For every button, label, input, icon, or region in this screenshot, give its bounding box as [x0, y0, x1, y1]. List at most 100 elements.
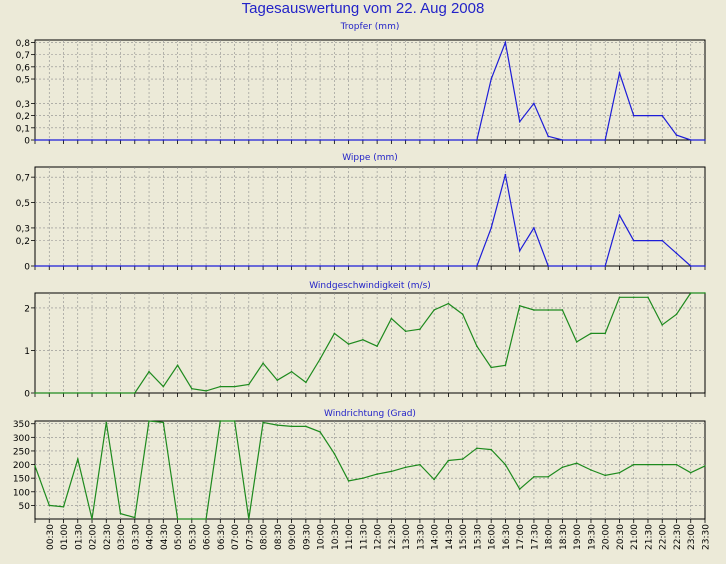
- data-point: [333, 265, 336, 267]
- y-tick-label: 50: [19, 502, 31, 512]
- panel-title: Wippe (mm): [342, 153, 398, 163]
- data-point: [305, 425, 307, 428]
- data-point: [319, 431, 321, 433]
- data-point: [148, 139, 150, 141]
- data-point: [461, 139, 464, 141]
- data-point: [205, 518, 207, 520]
- x-tick-label: 05:00: [174, 524, 184, 550]
- data-point: [148, 370, 150, 373]
- data-point: [419, 139, 421, 141]
- data-point: [233, 385, 236, 388]
- data-point: [547, 135, 549, 138]
- data-point: [134, 139, 136, 141]
- x-tick-label: 01:30: [74, 524, 84, 550]
- data-point: [575, 462, 578, 465]
- data-point: [675, 313, 678, 316]
- x-tick-label: 00:30: [46, 524, 56, 550]
- x-tick-label: 10:30: [331, 524, 341, 550]
- x-tick-label: 20:30: [616, 524, 626, 550]
- data-point: [533, 309, 535, 311]
- data-point: [262, 421, 264, 424]
- data-point: [248, 383, 250, 386]
- data-point: [91, 139, 93, 141]
- plot-area: [34, 39, 706, 141]
- data-point: [632, 296, 635, 299]
- data-point: [219, 139, 222, 141]
- data-point: [176, 265, 179, 267]
- x-tick-label: 18:00: [545, 524, 555, 550]
- data-point: [390, 265, 393, 267]
- panel-title: Windgeschwindigkeit (m/s): [309, 281, 431, 291]
- chart-panel-4: Windrichtung (Grad) 50 100 150 200 250 300 350: [13, 409, 706, 523]
- data-point: [176, 139, 179, 141]
- data-point: [347, 480, 350, 482]
- data-point: [48, 392, 51, 394]
- x-tick-label: 05:30: [188, 524, 198, 550]
- y-tick-label: 350: [13, 420, 30, 430]
- x-tick-label: 12:00: [374, 524, 384, 550]
- data-point: [419, 463, 421, 466]
- data-point: [77, 139, 79, 141]
- data-point: [476, 345, 478, 348]
- data-point: [362, 339, 364, 341]
- x-tick-label: 01:00: [60, 524, 70, 550]
- data-point: [490, 227, 493, 229]
- x-tick-label: 21:30: [645, 524, 655, 550]
- data-point: [689, 139, 692, 141]
- data-point: [305, 265, 307, 267]
- data-point: [675, 252, 678, 255]
- data-point: [561, 139, 564, 141]
- data-point: [319, 265, 321, 267]
- data-point: [333, 332, 336, 335]
- data-point: [62, 392, 65, 394]
- data-point: [105, 139, 108, 141]
- data-point: [647, 463, 649, 466]
- data-point: [419, 328, 421, 331]
- x-tick-label: 02:00: [89, 524, 99, 550]
- x-tick-label: 23:00: [687, 524, 697, 550]
- x-tick-label: 16:00: [488, 524, 498, 550]
- x-tick-label: 09:00: [288, 524, 298, 550]
- y-tick-label: 0,7: [16, 51, 30, 61]
- data-point: [248, 265, 250, 267]
- x-tick-label: 14:00: [431, 524, 441, 550]
- y-tick-label: 100: [13, 488, 30, 498]
- data-point: [390, 139, 393, 141]
- data-point: [91, 392, 93, 394]
- data-point: [362, 265, 364, 267]
- data-point: [575, 265, 578, 267]
- data-point: [62, 139, 65, 141]
- data-point: [77, 392, 79, 394]
- x-axis-labels: 00:30 01:00 01:30 02:00 02:30 03:00 03:30 04:00…: [46, 524, 712, 550]
- data-point: [447, 139, 450, 141]
- data-point: [219, 385, 222, 388]
- data-point: [504, 463, 507, 466]
- series-line: [34, 420, 706, 520]
- data-point: [547, 265, 549, 267]
- data-point: [333, 452, 336, 455]
- x-tick-label: 04:30: [160, 524, 170, 550]
- x-tick-label: 13:30: [416, 524, 426, 550]
- panel-title: Tropfer (mm): [340, 22, 400, 32]
- data-point: [704, 465, 706, 467]
- data-point: [632, 114, 635, 117]
- data-point: [575, 139, 578, 141]
- data-point: [233, 139, 236, 141]
- data-point: [632, 239, 635, 242]
- data-point: [447, 302, 450, 305]
- data-point: [62, 506, 65, 508]
- data-point: [433, 478, 435, 481]
- y-tick-label: 0,3: [16, 224, 30, 234]
- data-point: [689, 471, 692, 474]
- data-point: [219, 420, 222, 422]
- x-tick-label: 13:00: [402, 524, 412, 550]
- x-tick-label: 11:00: [345, 524, 355, 550]
- data-point: [390, 317, 393, 320]
- data-point: [533, 102, 535, 105]
- data-point: [490, 366, 493, 369]
- data-point: [219, 265, 222, 267]
- data-point: [233, 420, 236, 422]
- y-tick-label: 0: [24, 390, 30, 400]
- data-point: [561, 466, 564, 469]
